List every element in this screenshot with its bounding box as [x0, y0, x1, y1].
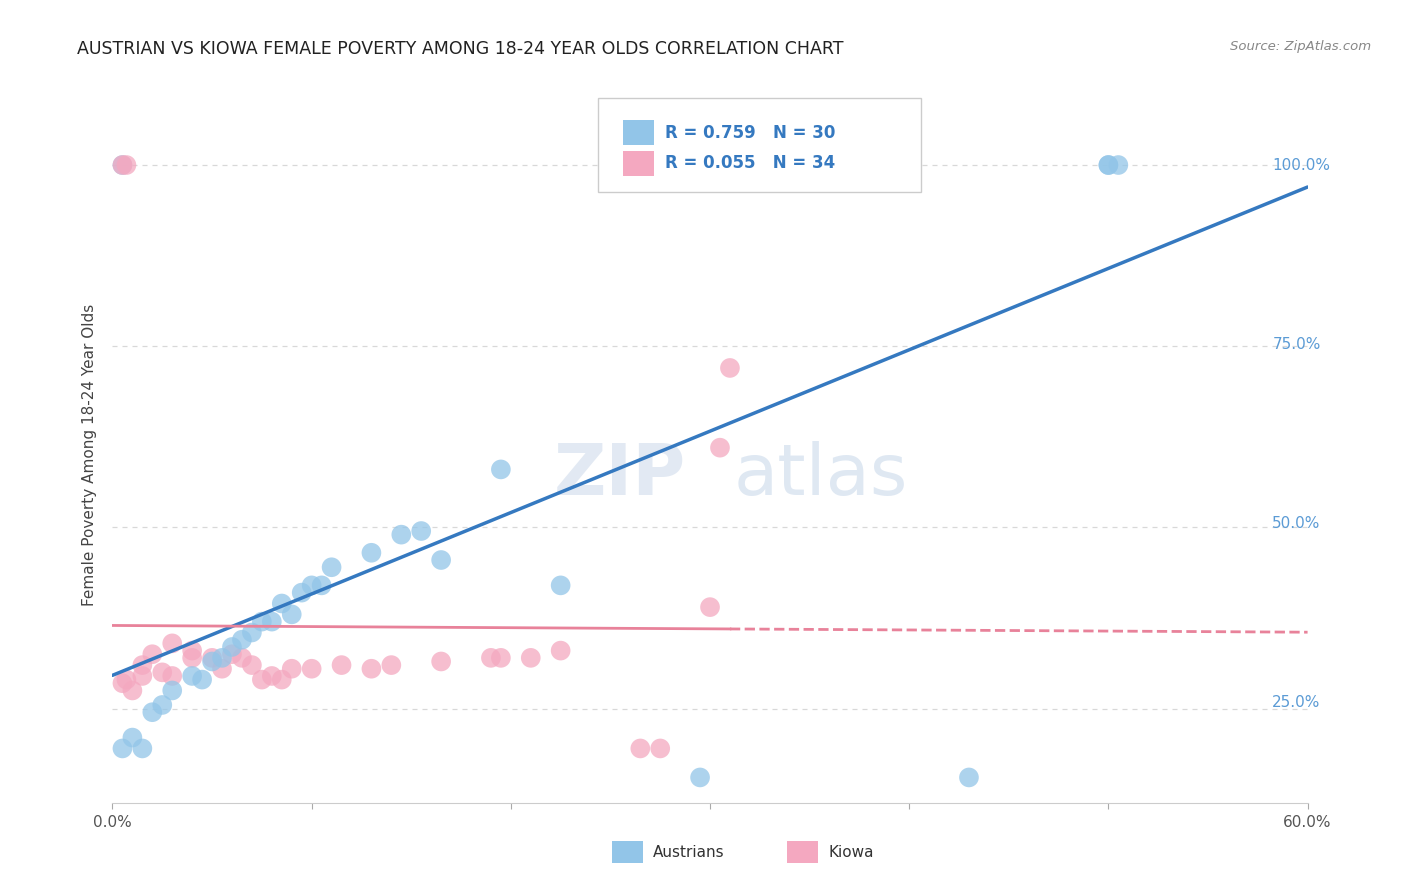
Point [328, 655, 350, 669]
Point [574, 572, 596, 586]
Point [309, 662, 332, 676]
Text: ZIP: ZIP [567, 436, 699, 506]
Point [718, 436, 741, 450]
Point [401, 655, 423, 669]
Point [256, 644, 278, 658]
Point [238, 662, 260, 676]
Point [183, 676, 205, 690]
Text: atlas: atlas [742, 436, 917, 506]
Point [346, 655, 368, 669]
Point [274, 640, 297, 655]
Point [283, 644, 305, 658]
Point [219, 662, 242, 676]
Point [246, 665, 269, 680]
Point [291, 619, 314, 633]
Point [219, 630, 242, 644]
Point [374, 651, 396, 665]
Y-axis label: Female Poverty Among 18-24 Year Olds: Female Poverty Among 18-24 Year Olds [82, 300, 97, 601]
Point [177, 157, 200, 171]
Point [301, 665, 323, 680]
Point [319, 590, 342, 604]
Point [401, 540, 423, 554]
Point [328, 600, 350, 615]
Point [264, 644, 287, 658]
Point [446, 518, 468, 533]
Point [291, 651, 314, 665]
Point [219, 676, 242, 690]
Point [209, 690, 232, 705]
Point [464, 547, 486, 561]
Point [183, 723, 205, 737]
Point [727, 358, 749, 372]
Point [419, 651, 441, 665]
Point [427, 522, 450, 536]
Point [201, 640, 224, 655]
Point [464, 648, 486, 662]
Point [1073, 157, 1095, 171]
Point [264, 655, 287, 669]
Point [519, 644, 541, 658]
Point [364, 554, 387, 568]
Point [574, 637, 596, 651]
Point [209, 658, 232, 673]
Point [319, 665, 342, 680]
Point [283, 626, 305, 640]
Text: Source: ZipAtlas.com: Source: ZipAtlas.com [1230, 40, 1371, 54]
Point [173, 733, 195, 747]
Point [191, 733, 214, 747]
Point [546, 644, 568, 658]
Point [256, 648, 278, 662]
Point [201, 698, 224, 712]
Point [173, 157, 195, 171]
Point [509, 644, 531, 658]
Point [1073, 157, 1095, 171]
Point [346, 572, 368, 586]
Point [274, 633, 297, 648]
Text: Kiowa: Kiowa [828, 845, 873, 860]
Point [700, 762, 723, 776]
Point [945, 762, 967, 776]
Point [356, 572, 378, 586]
Point [309, 607, 332, 622]
Point [173, 157, 195, 171]
Point [645, 733, 668, 747]
Point [664, 733, 686, 747]
Point [710, 157, 733, 171]
Point [238, 644, 260, 658]
Point [301, 607, 323, 622]
Point [177, 665, 200, 680]
Point [1081, 157, 1104, 171]
Text: Austrians: Austrians [652, 845, 724, 860]
Point [337, 579, 360, 593]
Point [700, 157, 723, 171]
Text: AUSTRIAN VS KIOWA FEMALE POVERTY AMONG 18-24 YEAR OLDS CORRELATION CHART: AUSTRIAN VS KIOWA FEMALE POVERTY AMONG 1… [77, 40, 844, 58]
Point [191, 662, 214, 676]
Point [173, 669, 195, 683]
Point [238, 637, 260, 651]
Point [710, 593, 733, 607]
Point [519, 458, 541, 472]
Text: R = 0.759   N = 30: R = 0.759 N = 30 [665, 124, 835, 142]
Text: R = 0.055   N = 34: R = 0.055 N = 34 [665, 154, 835, 172]
Point [191, 651, 214, 665]
